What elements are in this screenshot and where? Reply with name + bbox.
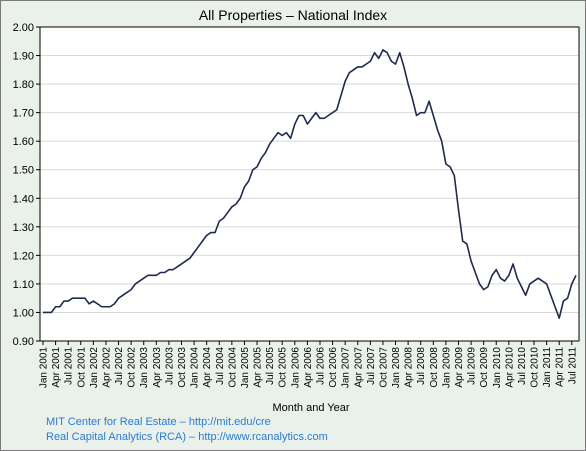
x-tick-label: Jan 2007 — [341, 347, 352, 389]
x-tick-label: Apr 2009 — [454, 347, 465, 388]
x-tick-label: Apr 2011 — [555, 347, 566, 387]
x-tick-label: Apr 2005 — [253, 347, 264, 388]
y-tick-label: 1.10 — [13, 279, 34, 291]
chart-title: All Properties – National Index — [198, 7, 388, 23]
y-tick-label: 1.50 — [13, 165, 34, 177]
y-tick-label: 1.90 — [13, 51, 34, 63]
x-tick-label: Apr 2007 — [353, 347, 364, 388]
x-tick-label: Apr 2008 — [404, 347, 415, 388]
x-tick-label: Jul 2006 — [315, 347, 326, 385]
x-tick-label: Jan 2004 — [190, 347, 201, 389]
x-tick-label: Jul 2001 — [64, 347, 75, 385]
x-tick-label: Jul 2004 — [215, 347, 226, 385]
x-axis-title: Month and Year — [272, 402, 350, 414]
y-tick-label: 2.00 — [13, 22, 34, 34]
y-tick-label: 1.80 — [13, 79, 34, 91]
x-tick-label: Oct 2002 — [127, 347, 138, 388]
y-axis-ticks: 0.90 1.00 1.10 1.20 1.30 1.40 1.50 1.60 1.70 1.80… — [13, 22, 40, 348]
y-tick-label: 1.00 — [13, 307, 34, 319]
y-tick-label: 1.20 — [13, 250, 34, 262]
credit-mit[interactable]: MIT Center for Real Estate – http://mit.… — [46, 416, 271, 428]
y-tick-label: 0.90 — [13, 336, 34, 348]
x-tick-label: Jul 2009 — [467, 347, 478, 385]
y-tick-label: 1.30 — [13, 222, 34, 234]
x-tick-label: Jan 2005 — [240, 347, 251, 389]
x-tick-label: Oct 2009 — [479, 347, 490, 388]
x-tick-label: Jan 2003 — [139, 347, 150, 389]
x-tick-label: Oct 2006 — [328, 347, 339, 388]
plot-background — [40, 27, 579, 341]
x-tick-label: Oct 2007 — [378, 347, 389, 388]
x-tick-label: Oct 2005 — [278, 347, 289, 388]
x-tick-label: Oct 2008 — [429, 347, 440, 388]
x-tick-label: Jan 2011 — [542, 347, 553, 388]
x-tick-label: Oct 2004 — [227, 347, 238, 388]
x-tick-label: Jan 2008 — [391, 347, 402, 389]
x-tick-label: Jul 2003 — [164, 347, 175, 385]
grid-lines — [40, 26, 579, 342]
series-line — [43, 49, 577, 319]
x-tick-label: Apr 2010 — [504, 347, 515, 388]
x-tick-label: Jan 2009 — [441, 347, 452, 389]
x-tick-label: Jul 2002 — [114, 347, 125, 385]
x-tick-label: Oct 2003 — [177, 347, 188, 388]
x-tick-label: Oct 2001 — [76, 347, 87, 388]
x-tick-label: Jan 2010 — [492, 347, 503, 389]
y-tick-label: 1.40 — [13, 193, 34, 205]
x-tick-label: Jul 2010 — [517, 347, 528, 385]
x-tick-label: Apr 2003 — [152, 347, 163, 388]
x-tick-label: Apr 2006 — [303, 347, 314, 388]
x-tick-label: Apr 2001 — [51, 347, 62, 388]
x-tick-label: Jul 2005 — [265, 347, 276, 385]
x-tick-label: Jan 2001 — [39, 347, 50, 389]
y-tick-label: 1.60 — [13, 136, 34, 148]
credit-rca[interactable]: Real Capital Analytics (RCA) – http://ww… — [46, 431, 328, 443]
x-tick-label: Oct 2010 — [530, 347, 541, 388]
x-tick-label: Jul 2008 — [416, 347, 427, 385]
x-tick-label: Jan 2006 — [290, 347, 301, 389]
x-axis-ticks: Jan 2001 Apr 2001 Jul 2001 Oct 2001 Jan 2002… — [39, 341, 578, 389]
x-tick-label: Jul 2011 — [567, 347, 578, 385]
x-tick-label: Jul 2007 — [366, 347, 377, 385]
x-tick-label: Apr 2002 — [101, 347, 112, 388]
x-tick-label: Apr 2004 — [202, 347, 213, 388]
y-tick-label: 1.70 — [13, 108, 34, 120]
x-tick-label: Jan 2002 — [89, 347, 100, 389]
plot-area-border — [39, 26, 580, 342]
